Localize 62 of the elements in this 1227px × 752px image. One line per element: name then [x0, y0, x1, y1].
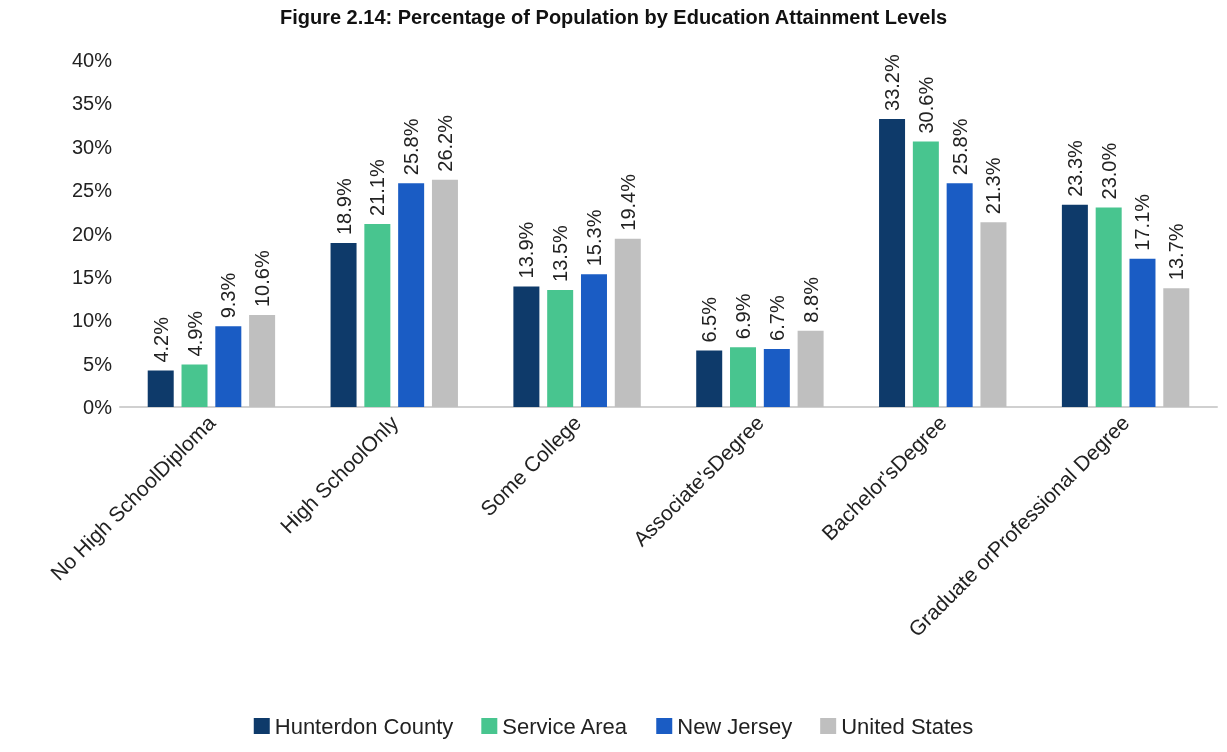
data-label: 9.3% — [217, 272, 240, 319]
data-label: 13.7% — [1165, 223, 1188, 281]
bar — [547, 289, 574, 407]
data-label: 19.4% — [616, 173, 639, 231]
bar — [946, 183, 973, 407]
bar — [431, 179, 458, 407]
bar — [330, 243, 357, 407]
bar — [513, 286, 540, 407]
bar — [580, 274, 607, 407]
y-tick-label: 40% — [71, 49, 113, 71]
y-tick-label: 30% — [71, 135, 113, 158]
y-tick-label: 5% — [83, 352, 113, 375]
bar — [1061, 204, 1088, 407]
data-label: 23.3% — [1063, 139, 1086, 197]
data-label: 21.3% — [982, 157, 1005, 215]
data-label: 17.1% — [1131, 193, 1154, 251]
data-label: 23.0% — [1097, 142, 1120, 200]
data-label: 6.9% — [732, 293, 755, 340]
bar — [147, 370, 174, 407]
legend-label: United States — [841, 713, 974, 739]
legend-label: Service Area — [502, 713, 628, 739]
bar — [980, 222, 1007, 407]
bar — [364, 223, 391, 407]
data-label: 25.8% — [400, 118, 423, 176]
y-tick-label: 10% — [71, 309, 113, 332]
legend-label: Hunterdon County — [274, 713, 454, 739]
data-label: 13.9% — [515, 221, 538, 279]
data-label: 26.2% — [433, 114, 456, 172]
chart-title: Figure 2.14: Percentage of Population by Education Attainment Levels — [279, 6, 948, 28]
y-tick-label: 35% — [71, 92, 113, 115]
bar — [696, 350, 723, 407]
legend-label: New Jersey — [677, 713, 793, 739]
bar — [249, 315, 276, 407]
data-label: 21.1% — [366, 159, 389, 216]
bar — [879, 118, 906, 407]
data-label: 13.5% — [549, 224, 572, 282]
bar — [1129, 258, 1156, 407]
bar — [181, 364, 208, 407]
data-label: 25.8% — [948, 118, 971, 176]
data-label: 4.9% — [183, 310, 206, 357]
y-tick-label: 25% — [71, 179, 113, 202]
data-label: 6.5% — [698, 296, 721, 343]
data-label: 6.7% — [765, 295, 788, 341]
data-label: 4.2% — [149, 316, 172, 363]
data-label: 10.6% — [251, 250, 274, 308]
y-tick-label: 15% — [71, 265, 113, 288]
bar — [1095, 207, 1122, 407]
bar — [797, 330, 824, 407]
bar — [912, 141, 939, 407]
bar — [1163, 288, 1190, 407]
bar — [763, 348, 790, 407]
bar — [614, 238, 641, 407]
data-label: 8.8% — [799, 276, 822, 323]
bar — [730, 347, 757, 407]
data-label: 33.2% — [881, 54, 904, 111]
y-tick-label: 20% — [71, 222, 113, 245]
y-tick-label: 0% — [83, 396, 113, 418]
data-label: 30.6% — [914, 76, 937, 134]
data-label: 18.9% — [332, 178, 355, 236]
data-label: 15.3% — [582, 209, 605, 267]
bar — [398, 183, 425, 407]
bar — [215, 326, 242, 407]
